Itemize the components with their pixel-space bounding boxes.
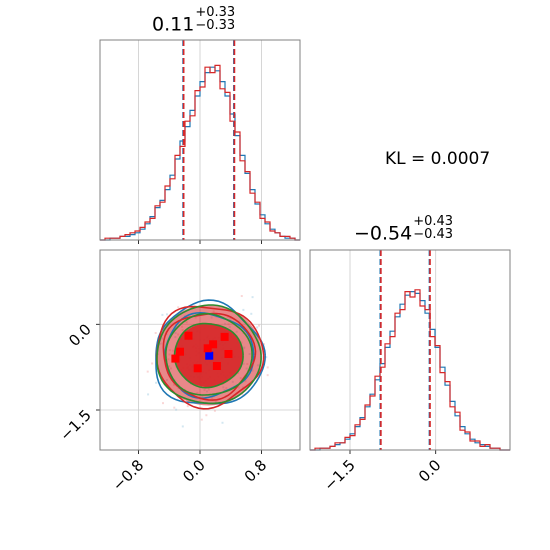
param2-median: −0.54 xyxy=(354,222,413,245)
joint-marker-2 xyxy=(184,331,193,340)
joint-sample-point xyxy=(177,306,180,309)
joint-sample-point xyxy=(221,421,224,424)
joint-sample-point xyxy=(250,312,253,315)
joint-sample-point xyxy=(265,356,268,359)
joint-sample-point xyxy=(165,313,168,316)
joint-sample-point xyxy=(162,402,165,405)
joint-sample-point xyxy=(147,393,150,396)
joint-sample-point xyxy=(155,381,158,384)
param1-minus: −0.33 xyxy=(195,18,236,33)
joint-sample-point xyxy=(266,374,269,377)
joint-sample-point xyxy=(173,406,176,409)
joint-contour-green-mid xyxy=(164,312,253,396)
joint-sample-point xyxy=(242,308,245,311)
joint-sample-point xyxy=(266,366,269,369)
joint-marker-3 xyxy=(220,332,229,341)
joint-contour-green-outer xyxy=(156,304,262,405)
joint-sample-point xyxy=(262,343,265,346)
joint-marker-1 xyxy=(205,351,214,360)
joint-plot-area xyxy=(100,250,300,450)
joint-sample-point xyxy=(251,296,254,299)
joint-sample-point xyxy=(181,425,184,428)
joint-marker-5 xyxy=(176,347,184,356)
joint-xtick-label: −0.8 xyxy=(109,456,147,494)
hist2-frame xyxy=(309,249,511,451)
joint-ytick-label: 0.0 xyxy=(65,320,95,350)
hist2-xtick-label: 0.0 xyxy=(415,456,445,486)
param2-plus: +0.43 xyxy=(413,214,454,229)
joint-marker-8 xyxy=(212,362,221,370)
hist-param2-panel xyxy=(310,250,510,450)
joint-sample-point xyxy=(240,295,243,298)
joint-sample-point xyxy=(242,394,245,397)
joint-sample-point xyxy=(200,418,203,421)
joint-sample-point xyxy=(151,362,154,365)
joint-marker-10 xyxy=(171,354,180,363)
joint-xtick-label: 0.8 xyxy=(241,456,271,486)
joint-marker-7 xyxy=(193,364,202,373)
hist2-series-2 xyxy=(310,289,510,451)
joint-sample-point xyxy=(205,414,208,417)
joint-sample-point xyxy=(258,324,261,327)
joint-marker-9 xyxy=(224,350,233,358)
kl-annotation: KL = 0.0007 xyxy=(385,149,491,169)
hist1-frame xyxy=(99,39,301,241)
joint-sample-point xyxy=(146,370,149,373)
hist1-series-2 xyxy=(100,64,300,241)
hist2-xtick-label: −1.5 xyxy=(320,456,358,494)
joint-sample-point xyxy=(256,326,259,329)
joint-marker-6 xyxy=(203,344,212,353)
joint-frame xyxy=(99,249,301,451)
param2-title: −0.54 +0.43 −0.43 xyxy=(354,215,454,247)
joint-contour-red-mid xyxy=(162,312,257,401)
joint-xtick-label: 0.0 xyxy=(179,456,209,486)
joint-ytick-label: −1.5 xyxy=(56,406,94,444)
joint-sample-point xyxy=(186,405,189,408)
joint-sample-point xyxy=(154,332,157,335)
joint-marker-4 xyxy=(209,340,218,349)
joint-sample-point xyxy=(175,408,178,411)
param1-median: 0.11 xyxy=(152,13,195,36)
param1-title: 0.11 +0.33 −0.33 xyxy=(152,6,236,38)
joint-sample-point xyxy=(161,313,164,316)
param2-minus: −0.43 xyxy=(413,227,454,242)
param1-plus: +0.33 xyxy=(195,5,236,20)
joint-sample-point xyxy=(213,409,216,412)
